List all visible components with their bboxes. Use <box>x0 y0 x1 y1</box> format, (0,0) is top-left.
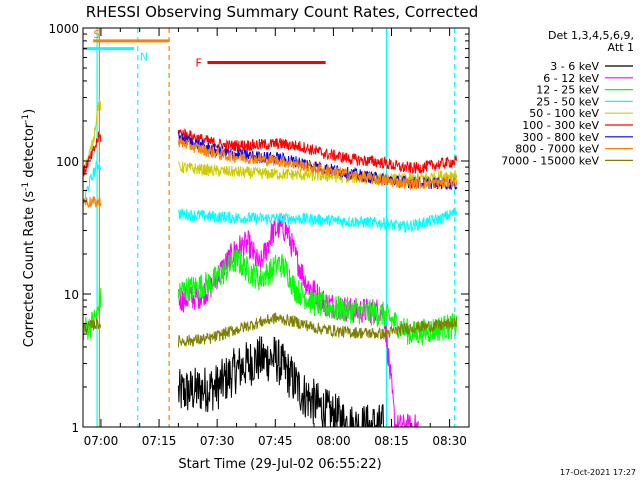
x-axis-label: Start Time (29-Jul-02 06:55:22) <box>178 457 381 472</box>
y-tick-label: 10 <box>64 288 79 302</box>
x-tick-label: 07:15 <box>142 434 177 448</box>
annotation-layer: S N F <box>83 28 326 70</box>
y-axis-label: Corrected Count Rate (s-1 detector-1) <box>21 109 37 347</box>
annotation-label-S: S <box>93 28 100 41</box>
legend-label: 6 - 12 keV <box>543 72 599 85</box>
legend-label: 12 - 25 keV <box>536 84 599 97</box>
y-tick-label: 1 <box>71 421 79 435</box>
series-line-25-50keV <box>178 207 458 234</box>
x-axis: 07:00 07:15 07:30 07:45 08:00 08:15 08:30 <box>84 28 470 448</box>
chart-title: RHESSI Observing Summary Count Rates, Co… <box>86 3 479 21</box>
x-tick-label: 08:00 <box>316 434 351 448</box>
annotation-label-F: F <box>195 57 201 70</box>
legend-label: 50 - 100 keV <box>529 107 599 120</box>
legend-label: 7000 - 15000 keV <box>501 154 599 167</box>
series-line-100-300keV <box>177 128 458 174</box>
y-axis-label-part2: detector <box>22 122 37 182</box>
y-axis-label-sup2: -1 <box>21 114 31 123</box>
x-tick-label: 07:00 <box>84 434 119 448</box>
legend-label: 300 - 800 keV <box>522 131 599 144</box>
y-tick-label: 1000 <box>48 22 79 36</box>
x-tick-label: 08:30 <box>432 434 467 448</box>
x-tick-label: 08:15 <box>374 434 409 448</box>
y-axis-label-sup1: -1 <box>21 182 31 191</box>
legend-header-attenuator: Att 1 <box>608 41 634 54</box>
legend-label: 100 - 300 keV <box>522 119 599 132</box>
legend-label: 800 - 7000 keV <box>515 143 599 156</box>
plot-frame <box>82 27 470 428</box>
series-line-800-7000keV <box>177 137 458 191</box>
series-line-12-25keV <box>83 288 102 341</box>
series-line-100-300keV <box>83 131 102 176</box>
footer-date: 17-Oct-2021 17:27 <box>560 468 636 477</box>
legend-label: 25 - 50 keV <box>536 95 599 108</box>
series-line-12-25keV <box>177 248 458 345</box>
legend-header-detectors: Det 1,3,4,5,6,9, <box>548 29 634 42</box>
y-axis: 1 10 100 1000 <box>48 22 469 435</box>
x-tick-label: 07:45 <box>258 434 293 448</box>
y-tick-label: 100 <box>56 155 79 169</box>
series-line-3-6keV <box>177 336 384 427</box>
annotation-label-N: N <box>140 51 148 64</box>
series-layer <box>83 98 458 427</box>
series-line-800-7000keV <box>83 196 102 209</box>
y-axis-label-part1: Corrected Count Rate (s <box>22 191 37 348</box>
series-line-7000-15000keV <box>83 317 102 334</box>
legend-label: 3 - 6 keV <box>550 60 599 73</box>
x-tick-label: 07:30 <box>200 434 235 448</box>
series-line-7000-15000keV <box>177 312 458 348</box>
y-axis-label-part3: ) <box>22 109 37 114</box>
